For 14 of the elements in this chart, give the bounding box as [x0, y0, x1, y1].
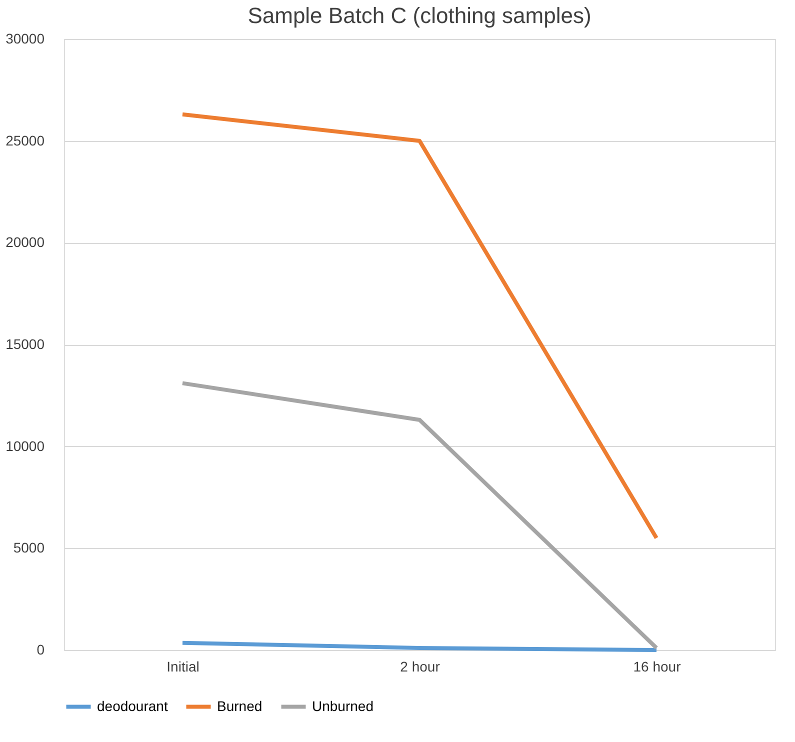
legend-label: Unburned [312, 698, 374, 714]
y-tick-label: 5000 [13, 540, 45, 556]
legend-label: Burned [217, 698, 262, 714]
y-tick-label: 0 [36, 642, 45, 658]
x-tick-label: 2 hour [400, 658, 440, 674]
y-tick-label: 30000 [6, 30, 45, 46]
legend-label: deodourant [97, 698, 168, 714]
y-tick-label: 15000 [6, 336, 45, 352]
y-tick-label: 25000 [6, 132, 45, 148]
x-tick-label: Initial [166, 658, 200, 674]
chart-title: Sample Batch C (clothing samples) [248, 3, 592, 28]
x-tick-label: 16 hour [633, 658, 682, 674]
y-tick-label: 10000 [6, 438, 45, 454]
y-tick-label: 20000 [6, 234, 45, 250]
